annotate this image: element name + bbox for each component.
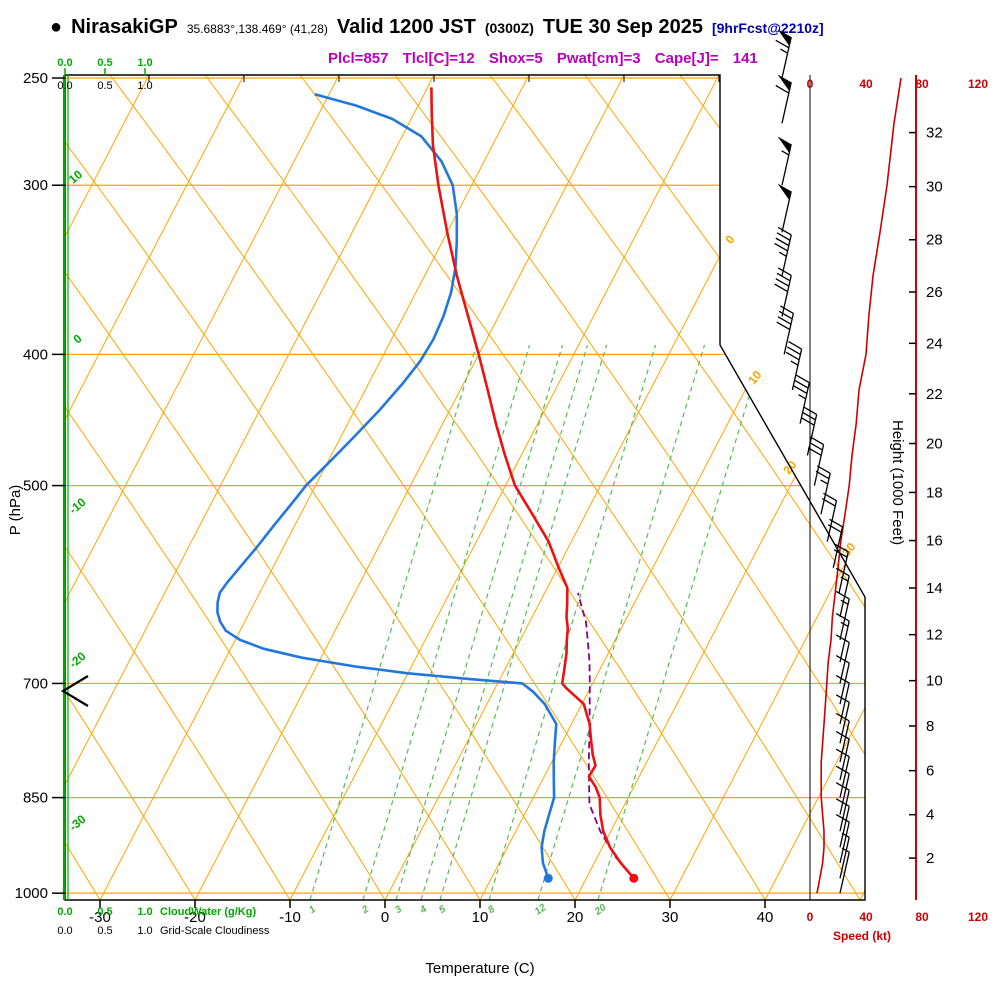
svg-text:0.0: 0.0 (57, 925, 72, 937)
svg-text:850: 850 (23, 790, 48, 807)
temperature-curve (430, 87, 635, 880)
svg-text:14: 14 (926, 580, 943, 597)
svg-text:0.5: 0.5 (97, 80, 112, 92)
svg-text:0: 0 (807, 77, 814, 91)
svg-text:10: 10 (926, 673, 943, 690)
svg-text:22: 22 (926, 386, 943, 403)
svg-text:0.5: 0.5 (97, 906, 112, 918)
svg-text:80: 80 (915, 910, 929, 924)
level-marker-icon (60, 675, 89, 707)
svg-text:30: 30 (926, 179, 943, 196)
svg-text:40: 40 (757, 909, 774, 926)
svg-text:CloudWater (g/Kg): CloudWater (g/Kg) (160, 906, 256, 918)
height-axis-title: Height (1000 Feet) (889, 420, 906, 545)
valid-utc: (0300Z) (484, 20, 534, 36)
svg-text:120: 120 (968, 77, 988, 91)
cloudwater-scale: 0.0 0.0 0.0 0.0 0.5 0.5 0.5 0.5 1.0 1.0 1.0 1.0 Clou… (57, 57, 270, 937)
svg-text:20: 20 (592, 902, 609, 918)
svg-text:0.5: 0.5 (97, 57, 112, 69)
svg-text:18: 18 (926, 484, 943, 501)
dewpoint-curve (216, 93, 558, 879)
svg-text:10: 10 (66, 167, 85, 187)
svg-text:-10: -10 (66, 495, 89, 517)
svg-text:400: 400 (23, 346, 48, 363)
svg-text:3: 3 (393, 904, 404, 916)
svg-text:0: 0 (807, 910, 814, 924)
speed-axis: 0 0 40 40 80 80 120 120 (807, 77, 989, 924)
svg-text:16: 16 (926, 533, 943, 550)
speed-axis-title: Speed (kt) (833, 929, 891, 943)
svg-text:0.0: 0.0 (57, 57, 72, 69)
svg-text:0: 0 (381, 909, 389, 926)
temperature-axis: -30 -20 -10 0 10 20 30 40 (89, 75, 773, 926)
svg-text:8: 8 (486, 904, 497, 916)
svg-text:Grid-Scale Cloudiness: Grid-Scale Cloudiness (160, 925, 270, 937)
pressure-axis: 250 300 400 500 700 850 1000 (15, 70, 65, 902)
valid-time: Valid 1200 JST (336, 16, 476, 38)
svg-text:-20: -20 (184, 909, 206, 926)
svg-text:500: 500 (23, 478, 48, 495)
svg-text:1: 1 (307, 904, 318, 916)
svg-text:300: 300 (23, 177, 48, 194)
wind-speed-curve (816, 77, 902, 894)
wind-barbs (774, 29, 850, 894)
svg-text:4: 4 (417, 904, 429, 917)
svg-text:6: 6 (926, 763, 934, 780)
temp-axis-title: Temperature (C) (425, 960, 534, 977)
station-coords: 35.6883°,138.469° (41,28) (186, 22, 328, 36)
svg-text:1.0: 1.0 (137, 906, 152, 918)
svg-text:5: 5 (437, 904, 448, 916)
station-name: NirasakiGP (71, 16, 178, 38)
svg-text:12: 12 (533, 902, 549, 918)
svg-text:40: 40 (859, 77, 873, 91)
svg-text:32: 32 (926, 125, 943, 142)
svg-text:28: 28 (926, 232, 943, 249)
skewt-grid (65, 75, 865, 900)
svg-text:30: 30 (662, 909, 679, 926)
svg-text:2: 2 (359, 904, 371, 917)
svg-text:26: 26 (926, 284, 943, 301)
svg-text:-10: -10 (279, 909, 301, 926)
svg-text:250: 250 (23, 70, 48, 87)
pressure-axis-title: P (hPa) (7, 485, 24, 536)
svg-text:10: 10 (472, 909, 489, 926)
moist-adiabat-labels: 10 0 -10 -20 -30 (66, 167, 89, 834)
svg-text:1.0: 1.0 (137, 80, 152, 92)
mixing-ratio-labels: 1 2 3 4 5 8 12 20 (307, 902, 609, 918)
svg-text:10: 10 (745, 368, 764, 387)
svg-text:700: 700 (23, 675, 48, 692)
svg-text:20: 20 (926, 436, 943, 453)
svg-text:2: 2 (926, 850, 934, 867)
svg-text:-30: -30 (89, 909, 111, 926)
svg-text:80: 80 (915, 77, 929, 91)
svg-text:0.5: 0.5 (97, 925, 112, 937)
svg-text:0: 0 (70, 331, 84, 346)
svg-text:40: 40 (859, 910, 873, 924)
svg-text:0: 0 (722, 232, 737, 246)
valid-date: TUE 30 Sep 2025 (542, 16, 703, 38)
stability-indices: Plcl=857 Tlcl[C]=12 Shox=5 Pwat[cm]=3 Ca… (328, 50, 758, 67)
sounding-profiles (216, 87, 635, 880)
surface-dewpoint-dot (543, 873, 553, 883)
svg-text:8: 8 (926, 718, 934, 735)
svg-text:0.0: 0.0 (57, 80, 72, 92)
surface-temp-dot (629, 873, 639, 883)
svg-text:1000: 1000 (15, 885, 48, 902)
svg-text:0.0: 0.0 (57, 906, 72, 918)
station-bullet: ● (50, 16, 63, 38)
svg-text:12: 12 (926, 627, 943, 644)
svg-text:20: 20 (567, 909, 584, 926)
forecast-tag: [9hrFcst@2210z] (711, 20, 824, 36)
svg-text:120: 120 (968, 910, 988, 924)
svg-text:-30: -30 (66, 812, 89, 834)
svg-text:1.0: 1.0 (137, 925, 152, 937)
svg-text:-20: -20 (66, 649, 89, 671)
svg-text:24: 24 (926, 335, 943, 352)
svg-text:4: 4 (926, 807, 934, 824)
chart-header: ● NirasakiGP 35.6883°,138.469° (41,28) V… (50, 16, 824, 39)
svg-text:1.0: 1.0 (137, 57, 152, 69)
